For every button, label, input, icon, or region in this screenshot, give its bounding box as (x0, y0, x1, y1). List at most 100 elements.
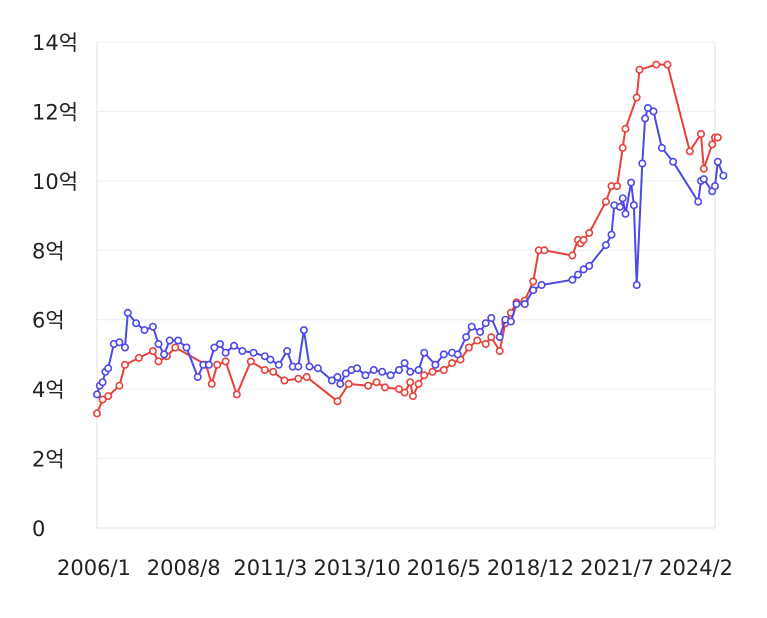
series-2-point (506, 317, 515, 326)
series-2-point (148, 322, 157, 331)
series-2-point (115, 338, 124, 347)
series-2-point (713, 157, 722, 166)
series-2-point (249, 348, 258, 357)
series-2-point (182, 343, 191, 352)
series-2-point (601, 241, 610, 250)
series-1-point (260, 365, 269, 374)
x-axis-tick-labels: 2006/1 2008/8 2011/3 2013/10 2016/5 2018/12 20… (57, 556, 733, 580)
series-1-point (232, 390, 241, 399)
series-1-point (408, 392, 417, 401)
series-2-point (627, 178, 636, 187)
series-1-point (540, 246, 549, 255)
series-2-point (579, 265, 588, 274)
series-1-point (380, 383, 389, 392)
series-1-point (93, 409, 102, 418)
series-1-point (579, 235, 588, 244)
series-1-point (632, 93, 641, 102)
series-1-point (280, 376, 289, 385)
series-1-point (420, 371, 429, 380)
series-2-point (353, 364, 362, 373)
series-2-point (537, 280, 546, 289)
series-1-point (213, 360, 222, 369)
series-2-point (495, 333, 504, 342)
series-2-point (657, 143, 666, 152)
series-2-point (283, 346, 292, 355)
x-tick-label: 2006/1 (57, 556, 131, 580)
series-1-point (713, 133, 722, 142)
series-2-point (573, 270, 582, 279)
series-1-point (495, 346, 504, 355)
series-2-point (238, 346, 247, 355)
series-2-point (93, 390, 102, 399)
series-1-point (154, 357, 163, 366)
series-2-point (400, 359, 409, 368)
series-2-point (221, 348, 230, 357)
series-1-point (269, 367, 278, 376)
series-2-point (378, 367, 387, 376)
series-2-point (649, 107, 658, 116)
series-2-point (98, 378, 107, 387)
series-2-point (336, 379, 345, 388)
series-1-point (115, 381, 124, 390)
series-2-point (453, 350, 462, 359)
x-tick-label: 2024/2 (659, 556, 733, 580)
series-1-point (406, 378, 415, 387)
series-2-point (529, 286, 538, 295)
series-2-point (669, 157, 678, 166)
y-tick-label: 4억 (32, 378, 65, 402)
x-tick-label: 2016/5 (407, 556, 481, 580)
series-1-point (473, 336, 482, 345)
series-2-point (361, 371, 370, 380)
series-1-point (171, 343, 180, 352)
series-2-point (266, 355, 275, 364)
series-2-point (641, 114, 650, 123)
x-tick-label: 2013/10 (313, 556, 400, 580)
series-2-point (140, 326, 149, 335)
series-1-point (613, 182, 622, 191)
series-1-point (708, 140, 717, 149)
axes (96, 42, 716, 529)
series-2-point (299, 326, 308, 335)
series-2-point (520, 300, 529, 309)
x-tick-label: 2011/3 (233, 556, 307, 580)
series-2-point (487, 313, 496, 322)
series-1-point (635, 65, 644, 74)
series-2-point (467, 322, 476, 331)
series-1-point (621, 124, 630, 133)
series-2-point (621, 209, 630, 218)
series-2-point (123, 308, 132, 317)
series-2-point (414, 365, 423, 374)
series-1-point (294, 374, 303, 383)
series-2-point (294, 362, 303, 371)
series-1-point (618, 143, 627, 152)
series-1-point (685, 147, 694, 156)
series-2-point (481, 319, 490, 328)
series-2-point (462, 333, 471, 342)
series-2-point (369, 365, 378, 374)
series-1-point (121, 360, 130, 369)
series-2-point (313, 364, 322, 373)
series-1-point (663, 60, 672, 69)
series-2-point (260, 352, 269, 361)
series-1-point (585, 228, 594, 237)
y-tick-label: 14억 (32, 31, 78, 55)
series-1 (93, 60, 722, 418)
series-2-point (154, 339, 163, 348)
series-1-point (428, 367, 437, 376)
series-2-point (699, 175, 708, 184)
series-2-point (618, 194, 627, 203)
series-2-point (694, 197, 703, 206)
x-tick-label: 2018/12 (487, 556, 574, 580)
y-tick-label: 12억 (32, 100, 78, 124)
series-1-point (652, 60, 661, 69)
series-1-point (372, 378, 381, 387)
series-2-point (568, 275, 577, 284)
series-2-point (174, 336, 183, 345)
series-1-point (344, 379, 353, 388)
series-1-point (464, 343, 473, 352)
series-1-point (439, 365, 448, 374)
series-2-point (632, 280, 641, 289)
series-1-point (221, 357, 230, 366)
y-tick-label: 0 (32, 517, 45, 541)
series-2-point (160, 350, 169, 359)
